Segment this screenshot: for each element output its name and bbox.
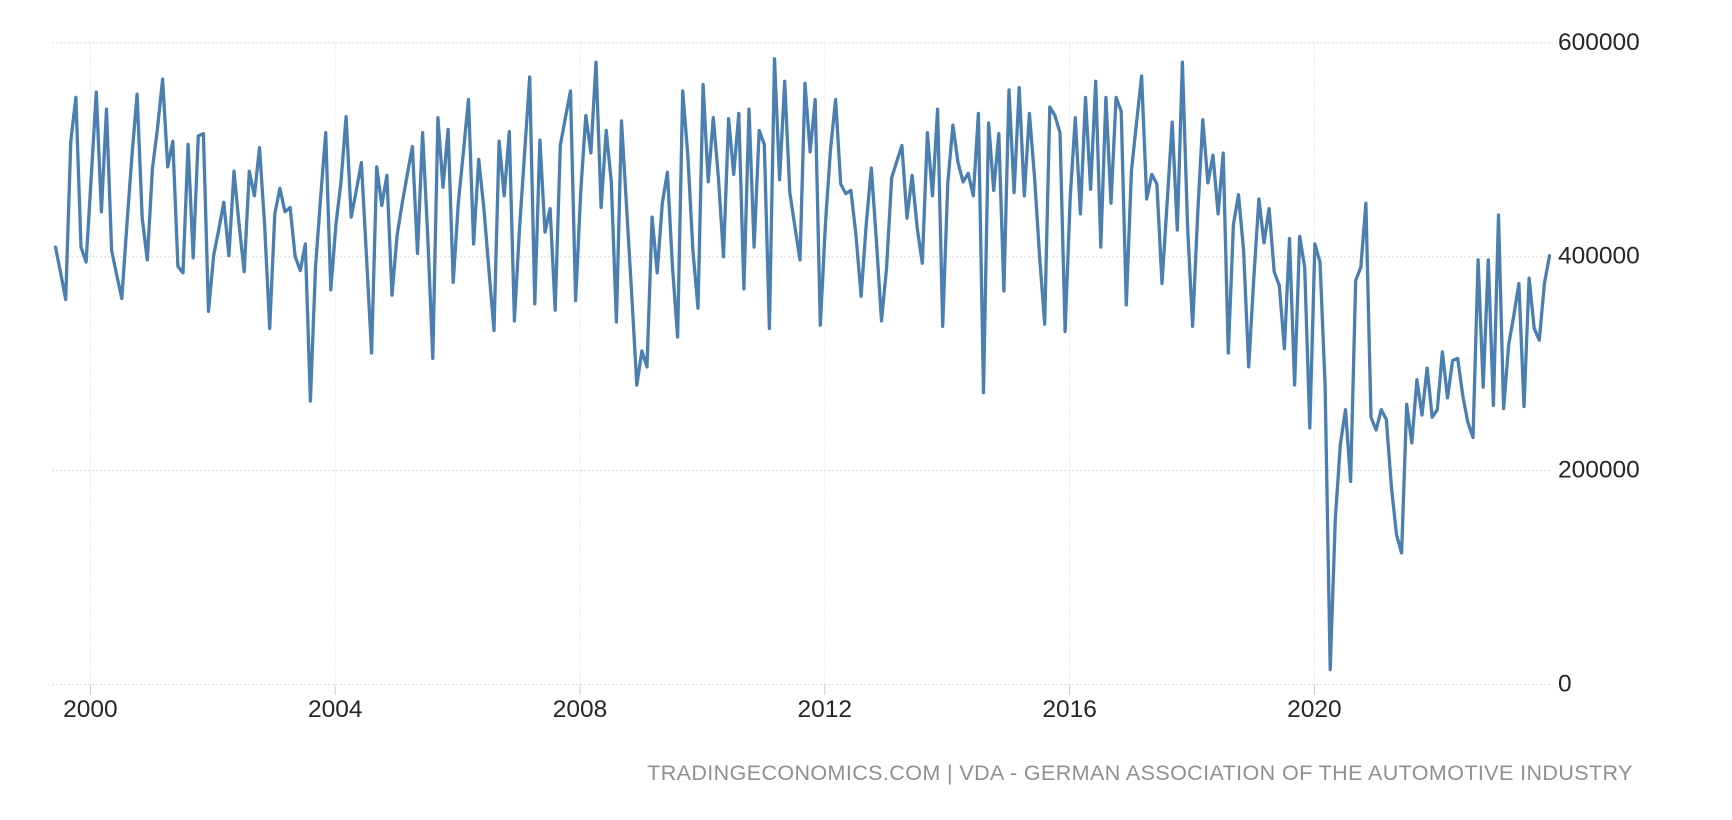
svg-text:2012: 2012	[798, 696, 853, 723]
svg-text:2016: 2016	[1042, 696, 1097, 723]
svg-text:2008: 2008	[553, 696, 608, 723]
svg-text:400000: 400000	[1558, 243, 1640, 270]
svg-text:2000: 2000	[63, 696, 118, 723]
svg-text:TRADINGECONOMICS.COM | VDA - G: TRADINGECONOMICS.COM | VDA - GERMAN ASSO…	[647, 761, 1633, 785]
svg-text:600000: 600000	[1558, 29, 1640, 56]
svg-text:2020: 2020	[1287, 696, 1342, 723]
svg-text:200000: 200000	[1558, 457, 1640, 484]
svg-text:2004: 2004	[308, 696, 363, 723]
svg-text:0: 0	[1558, 671, 1572, 698]
